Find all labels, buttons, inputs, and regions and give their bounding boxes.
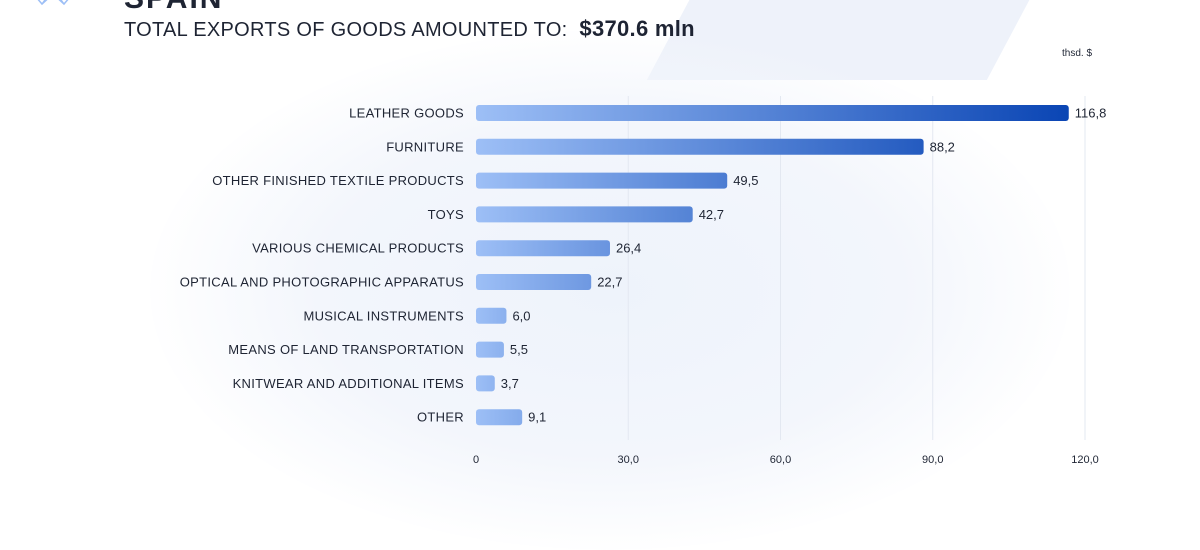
value-label: 42,7 xyxy=(699,207,724,222)
bar xyxy=(476,172,728,189)
category-label: TOYS xyxy=(428,207,464,222)
value-label: 116,8 xyxy=(1075,106,1107,121)
bar xyxy=(476,105,1069,121)
value-label: 88,2 xyxy=(930,139,955,154)
bar xyxy=(476,138,924,155)
bar xyxy=(476,274,592,290)
value-label: 49,5 xyxy=(733,173,758,188)
category-label: LEATHER GOODS xyxy=(349,106,464,121)
value-label: 26,4 xyxy=(616,241,641,256)
bar xyxy=(476,341,504,358)
bar xyxy=(476,375,495,392)
value-label: 3,7 xyxy=(501,376,519,391)
x-tick-label: 120,0 xyxy=(1071,454,1099,466)
unit-label: thsd. $ xyxy=(1062,48,1093,59)
category-label: MUSICAL INSTRUMENTS xyxy=(303,308,464,323)
x-tick-label: 90,0 xyxy=(922,454,943,466)
category-label: OPTICAL AND PHOTOGRAPHIC APPARATUS xyxy=(180,275,464,290)
bar xyxy=(476,409,523,426)
category-label: OTHER xyxy=(417,410,464,425)
category-label: MEANS OF LAND TRANSPORTATION xyxy=(228,342,464,357)
category-label: OTHER FINISHED TEXTILE PRODUCTS xyxy=(212,173,464,188)
category-label: VARIOUS CHEMICAL PRODUCTS xyxy=(252,241,464,256)
exports-bar-chart: 0 30,0 60,0 90,0 120,0 LEATHER GOODS 116,8 FURN… xyxy=(180,96,1107,466)
value-label: 9,1 xyxy=(528,410,546,425)
category-label: FURNITURE xyxy=(386,139,464,154)
bar xyxy=(476,206,693,223)
value-label: 5,5 xyxy=(510,342,528,357)
x-tick-label: 60,0 xyxy=(770,454,791,466)
bar xyxy=(476,307,507,324)
bar xyxy=(476,240,610,257)
country-title: SPAIN xyxy=(124,0,223,16)
headline: TOTAL EXPORTS OF GOODS AMOUNTED TO: $370… xyxy=(124,16,695,42)
category-label: KNITWEAR AND ADDITIONAL ITEMS xyxy=(233,376,464,391)
value-label: 6,0 xyxy=(512,308,530,323)
headline-label: TOTAL EXPORTS OF GOODS AMOUNTED TO: xyxy=(124,19,568,41)
value-label: 22,7 xyxy=(597,275,622,290)
x-tick-label: 30,0 xyxy=(618,454,639,466)
headline-value: $370.6 mln xyxy=(579,16,695,41)
x-tick-label: 0 xyxy=(473,454,479,466)
